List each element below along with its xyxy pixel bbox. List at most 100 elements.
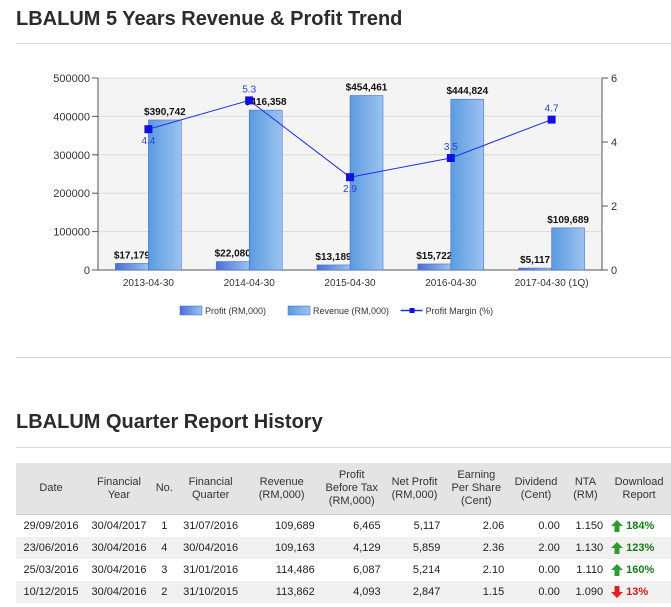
- col-financial-quarter: Financial Quarter: [176, 463, 245, 515]
- cell-date: 29/09/2016: [16, 514, 87, 537]
- quarter-section-title: LBALUM Quarter Report History: [16, 411, 323, 433]
- cell-profit-before-tax: 4,129: [318, 537, 385, 559]
- cell-nta: 1.090: [563, 581, 608, 603]
- legend-swatch: [287, 305, 311, 316]
- margin-data-label: 5.3: [242, 84, 256, 95]
- cell-financial-quarter: 31/10/2015: [176, 581, 245, 603]
- cell-revenue: 109,163: [244, 537, 319, 559]
- cell-financial-quarter: 31/01/2016: [176, 559, 245, 581]
- cell-dividend: 0.00: [508, 581, 564, 603]
- cell-no: 2: [151, 581, 177, 603]
- revenue-profit-chart: 0 100000 200000 300000 400000 500000 0 2 4 6 2013-…: [53, 73, 617, 316]
- change-percent: 123%: [623, 541, 655, 554]
- cell-dividend: 2.00: [508, 537, 564, 559]
- cell-eps: 1.15: [444, 581, 509, 603]
- profit-data-label: $15,722: [416, 251, 453, 262]
- arrow-down-icon: [611, 586, 624, 599]
- margin-point: [446, 154, 455, 162]
- change-percent: 160%: [623, 563, 655, 576]
- y2-tick-label: 4: [611, 137, 617, 149]
- x-tick-label: 2017-04-30 (1Q): [515, 278, 589, 289]
- col-eps: Earning Per Share (Cent): [444, 463, 509, 515]
- cell-dividend: 0.00: [508, 514, 564, 537]
- margin-data-label: 4.7: [545, 104, 559, 115]
- cell-revenue: 113,862: [244, 581, 319, 603]
- y-tick-label: 0: [84, 265, 90, 277]
- y2-tick-label: 0: [611, 265, 617, 277]
- cell-revenue: 109,689: [244, 514, 319, 537]
- change-percent: 184%: [623, 519, 655, 532]
- margin-point: [144, 125, 153, 134]
- profit-bar: [115, 263, 149, 271]
- cell-financial-year: 30/04/2017: [86, 514, 152, 537]
- revenue-data-label: $444,824: [446, 86, 488, 97]
- revenue-data-label: $416,358: [245, 97, 287, 108]
- title-divider: [16, 43, 671, 44]
- cell-profit-before-tax: 4,093: [318, 581, 385, 603]
- trend-section-title: LBALUM 5 Years Revenue & Profit Trend: [16, 8, 403, 30]
- legend-label: Revenue (RM,000): [313, 306, 389, 316]
- cell-profit-before-tax: 6,465: [318, 514, 385, 537]
- cell-download-report[interactable]: 184%: [607, 514, 671, 537]
- legend-marker: [409, 308, 415, 313]
- y-tick-label: 500000: [53, 73, 90, 85]
- cell-download-report[interactable]: 13%: [607, 581, 671, 603]
- col-nta: NTA (RM): [563, 463, 608, 515]
- profit-bar: [518, 267, 552, 271]
- cell-nta: 1.150: [563, 514, 608, 537]
- col-no: No.: [151, 463, 177, 515]
- cell-net-profit: 2,847: [384, 581, 445, 603]
- y2-tick-label: 2: [611, 201, 617, 213]
- cell-nta: 1.130: [563, 537, 608, 559]
- x-tick-label: 2013-04-30: [123, 278, 175, 289]
- margin-point: [245, 96, 254, 105]
- table-header-row: Date Financial Year No. Financial Quarte…: [16, 463, 671, 515]
- cell-date: 10/12/2015: [16, 581, 87, 603]
- revenue-bar: [551, 227, 585, 271]
- revenue-bar: [148, 119, 182, 271]
- change-percent: 13%: [623, 585, 649, 598]
- cell-financial-quarter: 31/07/2016: [176, 514, 245, 537]
- profit-data-label: $13,189: [315, 252, 352, 263]
- cell-financial-quarter: 30/04/2016: [176, 537, 245, 559]
- cell-eps: 2.36: [444, 537, 509, 559]
- cell-financial-year: 30/04/2016: [86, 581, 152, 603]
- quarter-report-table: Date Financial Year No. Financial Quarte…: [16, 463, 671, 603]
- legend-swatch: [179, 305, 203, 316]
- cell-financial-year: 30/04/2016: [86, 537, 152, 559]
- margin-data-label: 2.9: [343, 184, 357, 195]
- y-tick-label: 300000: [53, 150, 90, 162]
- revenue-data-label: $109,689: [547, 215, 589, 226]
- col-financial-year: Financial Year: [86, 463, 152, 515]
- profit-data-label: $22,080: [215, 249, 252, 260]
- profit-bar: [417, 263, 452, 271]
- section-divider: [16, 357, 671, 358]
- cell-download-report[interactable]: 123%: [607, 537, 671, 559]
- legend-label: Profit Margin (%): [426, 306, 494, 316]
- profit-data-label: $17,179: [114, 250, 151, 261]
- profit-data-label: $5,117: [520, 255, 550, 266]
- margin-data-label: 4.4: [141, 136, 155, 147]
- cell-download-report[interactable]: 160%: [607, 559, 671, 581]
- revenue-bar: [450, 98, 485, 271]
- col-dividend: Dividend (Cent): [508, 463, 564, 515]
- revenue-bar: [248, 109, 283, 271]
- x-tick-label: 2015-04-30: [324, 278, 376, 289]
- arrow-up-icon: [611, 520, 624, 533]
- cell-no: 4: [151, 537, 177, 559]
- profit-bar: [215, 261, 250, 271]
- col-profit-before-tax: Profit Before Tax (RM,000): [318, 463, 385, 515]
- cell-eps: 2.10: [444, 559, 509, 581]
- cell-dividend: 0.00: [508, 559, 564, 581]
- revenue-bar: [349, 95, 384, 271]
- col-revenue: Revenue (RM,000): [244, 463, 319, 515]
- col-date: Date: [16, 463, 87, 515]
- title-divider-2: [16, 447, 671, 448]
- y-tick-label: 400000: [53, 111, 90, 123]
- x-tick-label: 2016-04-30: [425, 278, 477, 289]
- col-net-profit: Net Profit (RM,000): [384, 463, 445, 515]
- cell-eps: 2.06: [444, 514, 509, 537]
- y2-tick-label: 6: [611, 73, 617, 85]
- cell-date: 25/03/2016: [16, 559, 87, 581]
- cell-profit-before-tax: 6,087: [318, 559, 385, 581]
